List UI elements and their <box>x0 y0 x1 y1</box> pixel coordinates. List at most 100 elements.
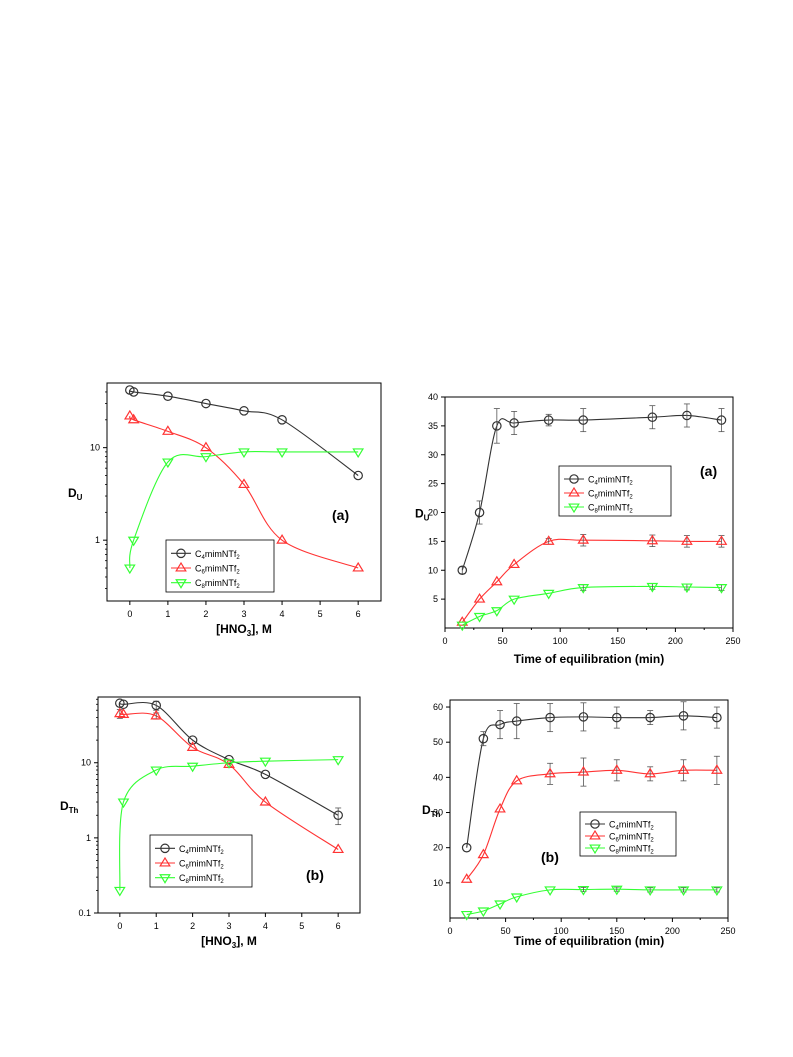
data-point <box>200 441 212 452</box>
y-axis-label-main: D <box>415 507 424 521</box>
x-axis-label-tail: ], M <box>236 934 257 948</box>
x-axis-label: [HNO3], M <box>216 622 272 638</box>
series-C4 <box>457 403 727 576</box>
x-tick-label: 0 <box>127 609 132 619</box>
legend-label-tail-sub: 2 <box>236 555 240 561</box>
y-axis-label-sub: Th <box>431 810 441 819</box>
x-axis-label-sub: 3 <box>247 629 252 638</box>
data-point <box>716 415 727 425</box>
x-tick-label: 1 <box>154 921 159 931</box>
y-axis-label-main: D <box>422 803 431 817</box>
data-point <box>495 719 505 730</box>
data-point <box>260 769 271 780</box>
legend-label-tail: mimNTf <box>619 820 651 830</box>
legend-marker <box>176 548 186 559</box>
series-C8 <box>456 582 728 632</box>
series-line <box>466 715 717 848</box>
data-point <box>508 595 520 606</box>
data-point <box>259 757 272 768</box>
data-point <box>200 453 212 463</box>
x-axis-label-sub: 3 <box>232 941 237 950</box>
y-tick-label: 40 <box>433 772 443 782</box>
data-point <box>682 410 692 421</box>
x-tick-label: 0 <box>447 926 452 936</box>
data-point <box>510 893 523 904</box>
data-point <box>644 886 657 897</box>
data-point <box>150 766 163 777</box>
x-tick-label: 150 <box>610 636 625 646</box>
legend-label-main: C <box>609 820 616 830</box>
data-point <box>542 535 555 545</box>
x-tick-label: 200 <box>668 636 683 646</box>
legend-label: C8mimNTf2 <box>179 873 224 885</box>
data-point <box>456 616 469 626</box>
legend-label-main: C <box>195 564 202 574</box>
y-tick-label: 10 <box>433 878 443 888</box>
data-point <box>492 421 502 431</box>
error-bar <box>547 762 554 785</box>
data-point <box>353 470 363 481</box>
data-point <box>187 735 198 745</box>
data-point <box>577 534 590 544</box>
legend-marker <box>568 503 580 514</box>
x-tick-label: 4 <box>263 921 268 931</box>
error-bar <box>476 500 483 525</box>
legend-label-tail: mimNTf <box>205 564 237 574</box>
y-axis-label: DTh <box>60 799 79 815</box>
series-line <box>129 415 359 569</box>
legend-box <box>558 465 672 517</box>
legend-item-C8: C8mimNTf2 <box>585 844 654 856</box>
x-axis-label-main: Time of equilibration (min) <box>514 934 664 948</box>
y-axis-label-sub: Th <box>69 806 79 815</box>
data-point <box>610 885 623 896</box>
data-point <box>352 448 365 459</box>
legend-item-C4: C4mimNTf2 <box>171 548 240 561</box>
y-axis-label-main: D <box>60 799 69 813</box>
data-point <box>461 842 472 853</box>
y-tick-label: 10 <box>428 565 438 575</box>
series-line <box>119 712 339 850</box>
series-line <box>466 888 717 916</box>
legend-label-tail: mimNTf <box>619 832 651 842</box>
error-bar <box>511 411 518 435</box>
data-point <box>473 612 486 623</box>
data-point <box>127 536 140 547</box>
data-point <box>543 415 554 425</box>
legend-marker <box>160 843 170 854</box>
legend-marker <box>568 486 580 497</box>
legend-label: C4mimNTf2 <box>195 549 240 561</box>
error-bar <box>459 566 466 575</box>
error-bar <box>613 706 620 729</box>
data-point <box>494 802 506 813</box>
data-point <box>646 534 659 545</box>
data-point <box>510 774 523 785</box>
legend-label-tail-sub: 2 <box>650 826 654 832</box>
data-point <box>511 716 522 726</box>
x-tick-label: 6 <box>356 609 361 619</box>
data-point <box>678 711 689 721</box>
data-point <box>610 764 623 774</box>
error-bar <box>497 710 504 740</box>
data-point <box>508 558 520 569</box>
legend-marker <box>589 829 601 840</box>
data-point <box>123 409 136 420</box>
legend-label-tail-sub: 2 <box>650 838 654 844</box>
legend-label: C8mimNTf2 <box>195 578 240 590</box>
series-line <box>466 769 717 880</box>
y-tick-label: 1 <box>86 833 91 843</box>
y-axis-label-main: D <box>68 486 77 500</box>
data-point <box>239 406 249 416</box>
series-C4 <box>125 385 363 481</box>
x-tick-label: 250 <box>725 636 740 646</box>
legend-label: C6mimNTf2 <box>179 859 224 871</box>
y-tick-label: 50 <box>433 737 443 747</box>
legend-label-tail: mimNTf <box>598 503 630 513</box>
data-point <box>577 765 590 776</box>
legend-label-main: C <box>195 578 202 588</box>
chart-du-time: 0 50 100 150 200 250 5 10 15 20 25 30 35 40 Time of eq… <box>415 392 741 666</box>
data-point <box>578 415 589 425</box>
error-bar <box>680 701 687 731</box>
legend-label-tail: mimNTf <box>598 475 630 485</box>
data-point <box>677 886 690 897</box>
